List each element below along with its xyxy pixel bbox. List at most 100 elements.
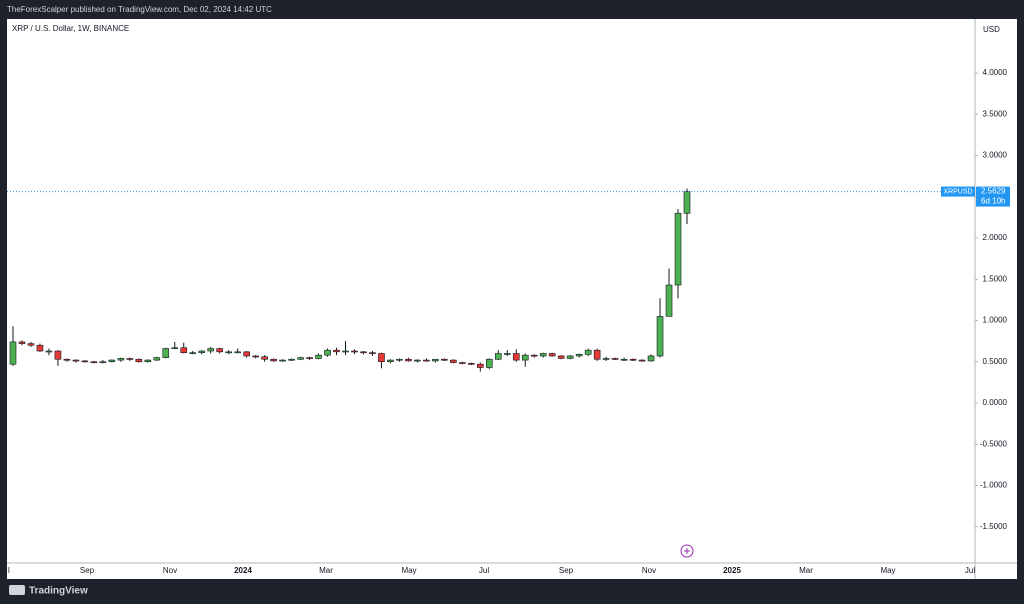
candle-body	[342, 350, 349, 353]
candle-body	[450, 359, 457, 363]
x-tick-label: 2025	[723, 566, 741, 575]
candle-body	[234, 351, 241, 354]
candle-body	[530, 354, 538, 357]
candle-body	[656, 316, 664, 357]
candle-body	[261, 356, 268, 360]
chart-panel	[7, 19, 1017, 579]
candle-body	[117, 358, 125, 361]
x-tick-label: Jul	[479, 566, 489, 575]
y-tick-label: -1.5000	[980, 522, 1008, 531]
candle-body	[153, 357, 161, 361]
y-tick-label: -0.5000	[980, 439, 1008, 448]
y-tick-label: 3.5000	[983, 109, 1008, 118]
candle-body	[99, 361, 107, 364]
event-icon[interactable]	[680, 544, 694, 558]
candle-body	[414, 359, 421, 362]
candle-body	[54, 350, 62, 360]
x-tick-label: May	[401, 566, 416, 575]
candle-body	[674, 212, 682, 286]
publish-info: TheForexScalper published on TradingView…	[7, 5, 272, 14]
candle-body	[333, 349, 340, 353]
candle-body	[90, 361, 98, 364]
x-tick-label: Nov	[642, 566, 656, 575]
chart-title: XRP / U.S. Dollar, 1W, BINANCE	[12, 24, 129, 33]
x-tick-label: Sep	[559, 566, 574, 575]
candle-body	[36, 344, 44, 352]
candle-body	[468, 363, 475, 365]
candle-body	[629, 358, 637, 361]
candle-body	[378, 353, 385, 363]
candle-body	[324, 349, 331, 356]
candle-body	[369, 352, 376, 354]
candle-body	[539, 353, 547, 357]
y-tick-label: 3.0000	[983, 151, 1008, 160]
countdown-label: 6d 10h	[981, 197, 1005, 206]
candle-body	[135, 358, 143, 363]
candle-body	[665, 284, 673, 317]
candle-body	[360, 351, 367, 354]
candle-body	[459, 362, 466, 364]
candle-body	[270, 358, 277, 362]
candle-body	[485, 358, 493, 368]
candle-body	[306, 357, 313, 359]
candle-body	[494, 353, 502, 360]
y-tick-label: 0.0000	[983, 398, 1008, 407]
candle-body	[432, 358, 439, 362]
candle-body	[647, 355, 655, 362]
candle-body	[521, 354, 529, 361]
candle-body	[602, 358, 610, 360]
candle-body	[611, 358, 619, 360]
candle-body	[593, 349, 601, 360]
candle-body	[566, 355, 574, 359]
brand: TradingView	[29, 586, 88, 597]
y-tick-label: 1.5000	[983, 274, 1008, 283]
x-tick-label: Mar	[799, 566, 813, 575]
y-tick-label: -1.0000	[980, 481, 1008, 490]
y-tick-label: 1.0000	[983, 316, 1008, 325]
x-tick-label: Sep	[80, 566, 95, 575]
candle-body	[81, 360, 89, 363]
x-tick-label: May	[880, 566, 895, 575]
candle-body	[584, 349, 592, 355]
candle-body	[27, 343, 35, 346]
candle-body	[638, 359, 646, 362]
y-tick-label: 4.0000	[983, 68, 1008, 77]
candle-body	[72, 359, 80, 362]
candle-body	[396, 358, 403, 361]
candle-body	[108, 359, 116, 363]
candle-body	[45, 350, 53, 353]
candle-body	[207, 348, 215, 352]
candle-body	[503, 353, 511, 355]
candle-body	[18, 341, 26, 344]
candle-body	[9, 341, 17, 365]
logo-mark	[9, 585, 25, 595]
candle-body	[620, 358, 628, 361]
currency: USD	[983, 25, 1000, 34]
candle-body	[288, 358, 295, 361]
y-tick-label: 0.5000	[983, 357, 1008, 366]
candle-body	[144, 359, 152, 363]
price-badge	[976, 186, 1010, 207]
candle-body	[548, 353, 556, 357]
candle-body	[477, 363, 484, 368]
candle-body	[225, 351, 232, 354]
candle-body	[683, 191, 691, 214]
candle-body	[423, 359, 430, 362]
candle-body	[512, 353, 520, 361]
candle-body	[216, 348, 223, 353]
price-label: 2.5629	[981, 187, 1006, 196]
x-tick-label: Nov	[163, 566, 177, 575]
candle-body	[162, 348, 170, 358]
event-icon-plus	[684, 548, 690, 554]
candle-body	[63, 358, 71, 361]
candle-body	[198, 350, 206, 353]
x-tick-label: l	[8, 566, 10, 575]
candle-body	[189, 352, 197, 354]
symbol-badge	[941, 186, 975, 197]
candle-body	[575, 354, 583, 357]
candle-body	[405, 358, 412, 362]
candle-body	[297, 357, 304, 360]
candle-body	[557, 355, 565, 359]
x-tick-label: Mar	[319, 566, 333, 575]
